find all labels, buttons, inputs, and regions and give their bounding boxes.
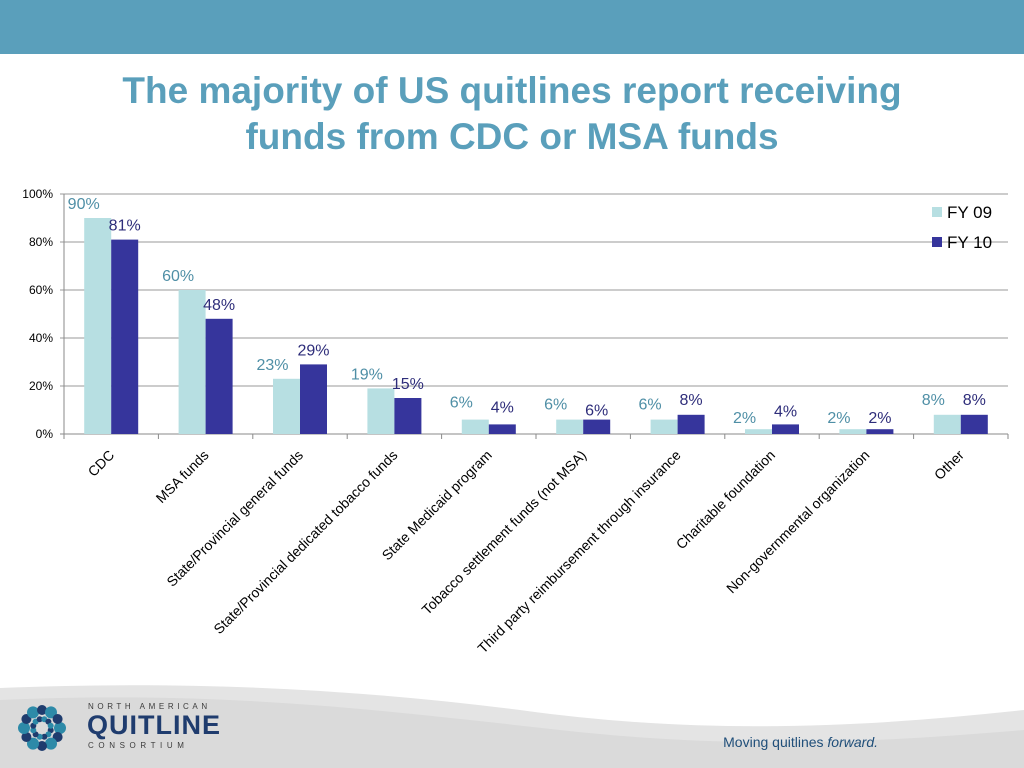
tagline-main: Moving quitlines (723, 734, 824, 750)
data-label: 6% (585, 403, 608, 420)
data-label: 19% (351, 366, 383, 383)
bar-fy-10 (677, 414, 705, 434)
bar-fy-10 (205, 318, 233, 434)
tagline-emphasis: forward. (827, 734, 878, 750)
data-label: 4% (774, 403, 797, 420)
y-tick-label: 100% (22, 187, 53, 201)
data-label: 29% (297, 342, 329, 359)
category-label: Charitable foundation (673, 447, 778, 552)
logo-line-2: QUITLINE (87, 710, 221, 740)
bar-fy-09 (367, 388, 395, 434)
y-tick-label: 80% (29, 235, 53, 249)
legend-swatch (932, 207, 942, 217)
data-label: 8% (680, 392, 703, 409)
legend-swatch (932, 237, 942, 247)
bar-fy-09 (745, 429, 772, 434)
footer-wave (0, 685, 1024, 768)
category-label: Other (931, 447, 967, 483)
bar-fy-10 (866, 429, 894, 434)
tagline: Moving quitlines forward. (723, 734, 878, 750)
category-label: Third party reimbursement through insura… (474, 447, 684, 657)
data-label: 48% (203, 297, 235, 314)
data-label: 8% (963, 392, 986, 409)
y-tick-label: 0% (36, 427, 54, 441)
bar-fy-10 (111, 239, 139, 434)
data-label: 8% (922, 392, 945, 409)
bar-fy-10 (772, 424, 799, 434)
bar-fy-09 (556, 419, 584, 434)
title-line-2: funds from CDC or MSA funds (245, 116, 779, 157)
data-label: 23% (256, 357, 288, 374)
bar-fy-10 (394, 398, 422, 434)
bar-fy-09 (839, 429, 867, 434)
category-label: Tobacco settlement funds (not MSA) (418, 447, 589, 618)
data-label: 2% (868, 410, 891, 427)
bar-fy-09 (273, 378, 300, 434)
data-label: 6% (639, 397, 662, 414)
bar-fy-10 (300, 364, 327, 434)
bar-fy-10 (583, 419, 611, 434)
quitline-logo-icon (18, 705, 66, 751)
y-tick-label: 40% (29, 331, 53, 345)
header-band (0, 0, 1024, 54)
slide-title: The majority of US quitlines report rece… (0, 68, 1024, 160)
data-label: 4% (491, 399, 514, 416)
quitline-logo: NORTH AMERICAN QUITLINE CONSORTIUM (12, 698, 220, 758)
y-tick-label: 60% (29, 283, 53, 297)
data-label: 6% (544, 397, 567, 414)
logo-line-1: NORTH AMERICAN (88, 702, 211, 711)
legend-label: FY 10 (947, 233, 992, 252)
legend-label: FY 09 (947, 203, 992, 222)
bar-fy-10 (960, 414, 988, 434)
bar-fy-09 (933, 414, 961, 434)
data-label: 81% (109, 218, 141, 235)
bar-fy-09 (178, 290, 206, 434)
data-label: 90% (68, 196, 100, 213)
bar-fy-09 (650, 419, 678, 434)
title-line-1: The majority of US quitlines report rece… (122, 70, 902, 111)
y-tick-label: 20% (29, 379, 53, 393)
data-label: 60% (162, 268, 194, 285)
bar-fy-10 (488, 424, 516, 434)
bar-fy-09 (84, 218, 112, 434)
category-label: State/Provincial dedicated tobacco funds (210, 447, 400, 637)
logo-line-3: CONSORTIUM (88, 741, 189, 750)
bar-fy-09 (461, 419, 489, 434)
bar-chart: 0% 20% 40% 60% 80% 100% 90% 81% CDC 60% 48% MSA fun… (22, 187, 1009, 657)
category-label: CDC (85, 447, 118, 480)
category-label: MSA funds (153, 447, 212, 506)
category-label: State Medicaid program (379, 447, 495, 563)
data-label: 2% (827, 410, 850, 427)
data-label: 6% (450, 395, 473, 412)
data-label: 15% (392, 376, 424, 393)
data-label: 2% (733, 410, 756, 427)
